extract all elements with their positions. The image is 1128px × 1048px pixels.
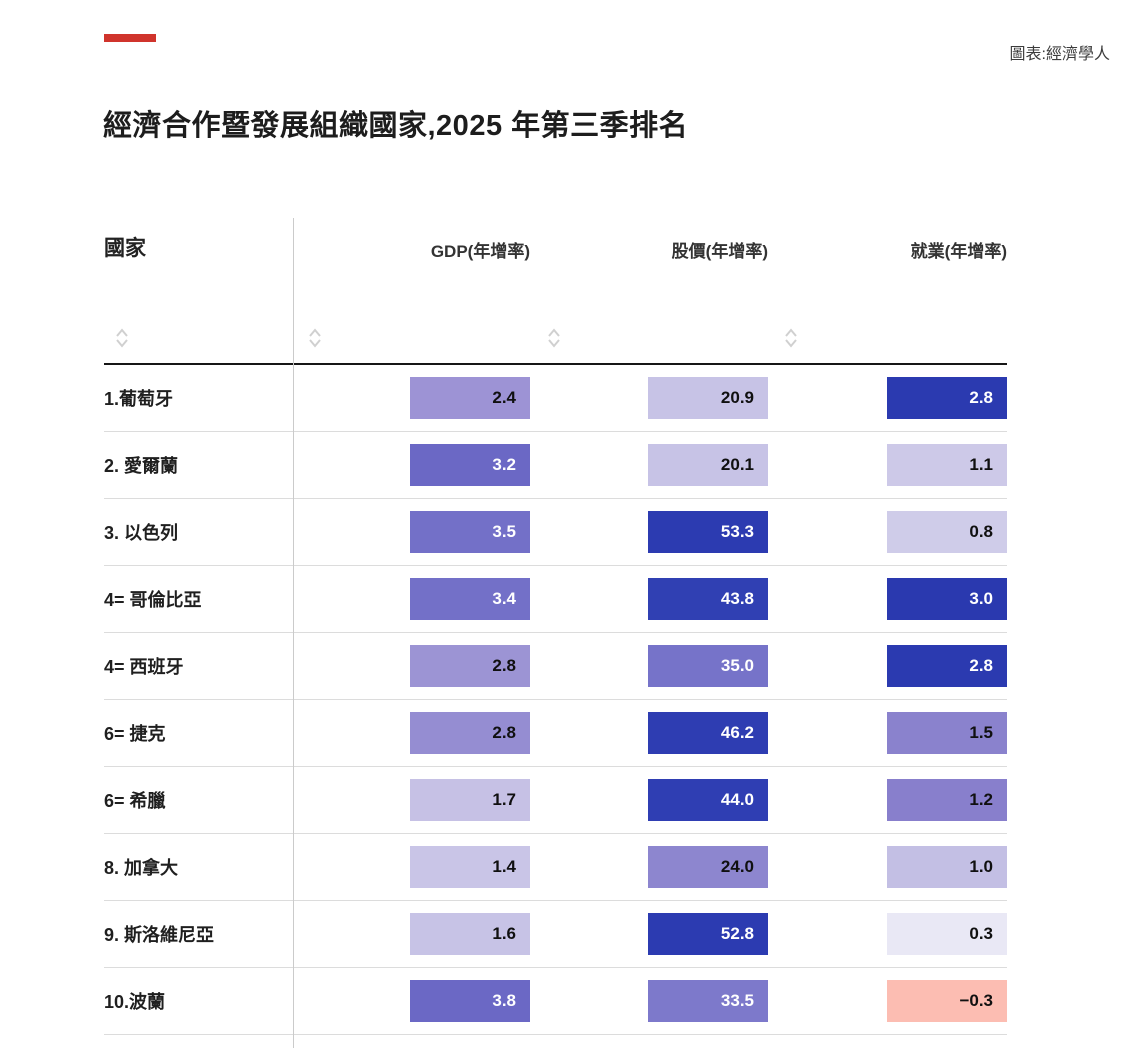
- table-row: 4= 哥倫比亞 3.4 43.8 3.0: [104, 566, 1007, 633]
- country-label: 8. 加拿大: [104, 858, 179, 878]
- country-label: 1.葡萄牙: [104, 389, 174, 409]
- sort-arrows-icon: [116, 328, 128, 348]
- header-label-row: 國家 GDP(年增率) 股價(年增率) 就業(年增率): [104, 218, 1007, 262]
- column-header-country: 國家: [104, 237, 146, 260]
- column-divider: [293, 218, 294, 1048]
- column-header-employment: 就業(年增率): [910, 242, 1007, 261]
- sort-icon-row: [104, 326, 1007, 350]
- table-body: 1.葡萄牙 2.4 20.9 2.8 2. 愛爾蘭 3.2 20.1 1.1 3…: [104, 365, 1007, 1035]
- country-label: 6= 捷克: [104, 724, 166, 744]
- value-cell: 1.0: [887, 846, 1007, 888]
- value-cell: 33.5: [648, 980, 768, 1022]
- country-label: 4= 哥倫比亞: [104, 590, 202, 610]
- column-header-stocks: 股價(年增率): [671, 242, 768, 261]
- table-row: 4= 西班牙 2.8 35.0 2.8: [104, 633, 1007, 700]
- value-cell: 2.4: [410, 377, 530, 419]
- table-header: 國家 GDP(年增率) 股價(年增率) 就業(年增率): [104, 218, 1007, 365]
- value-cell: 20.1: [648, 444, 768, 486]
- table-row: 9. 斯洛維尼亞 1.6 52.8 0.3: [104, 901, 1007, 968]
- value-cell: 0.3: [887, 913, 1007, 955]
- column-header-gdp: GDP(年增率): [430, 242, 530, 261]
- value-cell: 2.8: [410, 645, 530, 687]
- sort-button-employment[interactable]: [781, 326, 801, 350]
- country-label: 9. 斯洛維尼亞: [104, 925, 215, 945]
- table-row: 3. 以色列 3.5 53.3 0.8: [104, 499, 1007, 566]
- value-cell: 20.9: [648, 377, 768, 419]
- table-row: 8. 加拿大 1.4 24.0 1.0: [104, 834, 1007, 901]
- value-cell: 1.4: [410, 846, 530, 888]
- value-cell: 1.7: [410, 779, 530, 821]
- value-cell: 52.8: [648, 913, 768, 955]
- value-cell: 2.8: [887, 377, 1007, 419]
- table-row: 2. 愛爾蘭 3.2 20.1 1.1: [104, 432, 1007, 499]
- sort-arrows-icon: [309, 328, 321, 348]
- value-cell: 0.8: [887, 511, 1007, 553]
- value-cell: 53.3: [648, 511, 768, 553]
- value-cell: 3.8: [410, 980, 530, 1022]
- table-row: 10.波蘭 3.8 33.5 −0.3: [104, 968, 1007, 1035]
- value-cell: 44.0: [648, 779, 768, 821]
- value-cell: 24.0: [648, 846, 768, 888]
- value-cell: 1.5: [887, 712, 1007, 754]
- country-label: 4= 西班牙: [104, 657, 184, 677]
- sort-button-country[interactable]: [112, 326, 132, 350]
- table-row: 6= 捷克 2.8 46.2 1.5: [104, 700, 1007, 767]
- sort-arrows-icon: [785, 328, 797, 348]
- value-cell: 1.1: [887, 444, 1007, 486]
- country-label: 2. 愛爾蘭: [104, 456, 179, 476]
- chart-attribution: 圖表:經濟學人: [1009, 46, 1110, 63]
- country-label: 10.波蘭: [104, 992, 166, 1012]
- value-cell: 43.8: [648, 578, 768, 620]
- sort-arrows-icon: [548, 328, 560, 348]
- value-cell: 3.2: [410, 444, 530, 486]
- ranking-table: 國家 GDP(年增率) 股價(年增率) 就業(年增率): [104, 218, 1007, 1035]
- chart-title: 經濟合作暨發展組織國家,2025 年第三季排名: [103, 110, 689, 142]
- value-cell: 35.0: [648, 645, 768, 687]
- value-cell: 2.8: [887, 645, 1007, 687]
- value-cell: 1.2: [887, 779, 1007, 821]
- sort-button-stocks[interactable]: [544, 326, 564, 350]
- value-cell: 3.5: [410, 511, 530, 553]
- country-label: 6= 希臘: [104, 791, 166, 811]
- brand-red-bar: [104, 34, 156, 42]
- table-row: 1.葡萄牙 2.4 20.9 2.8: [104, 365, 1007, 432]
- value-cell: −0.3: [887, 980, 1007, 1022]
- value-cell: 3.0: [887, 578, 1007, 620]
- value-cell: 3.4: [410, 578, 530, 620]
- value-cell: 1.6: [410, 913, 530, 955]
- table-row: 6= 希臘 1.7 44.0 1.2: [104, 767, 1007, 834]
- sort-button-gdp[interactable]: [305, 326, 325, 350]
- country-label: 3. 以色列: [104, 523, 179, 543]
- value-cell: 46.2: [648, 712, 768, 754]
- value-cell: 2.8: [410, 712, 530, 754]
